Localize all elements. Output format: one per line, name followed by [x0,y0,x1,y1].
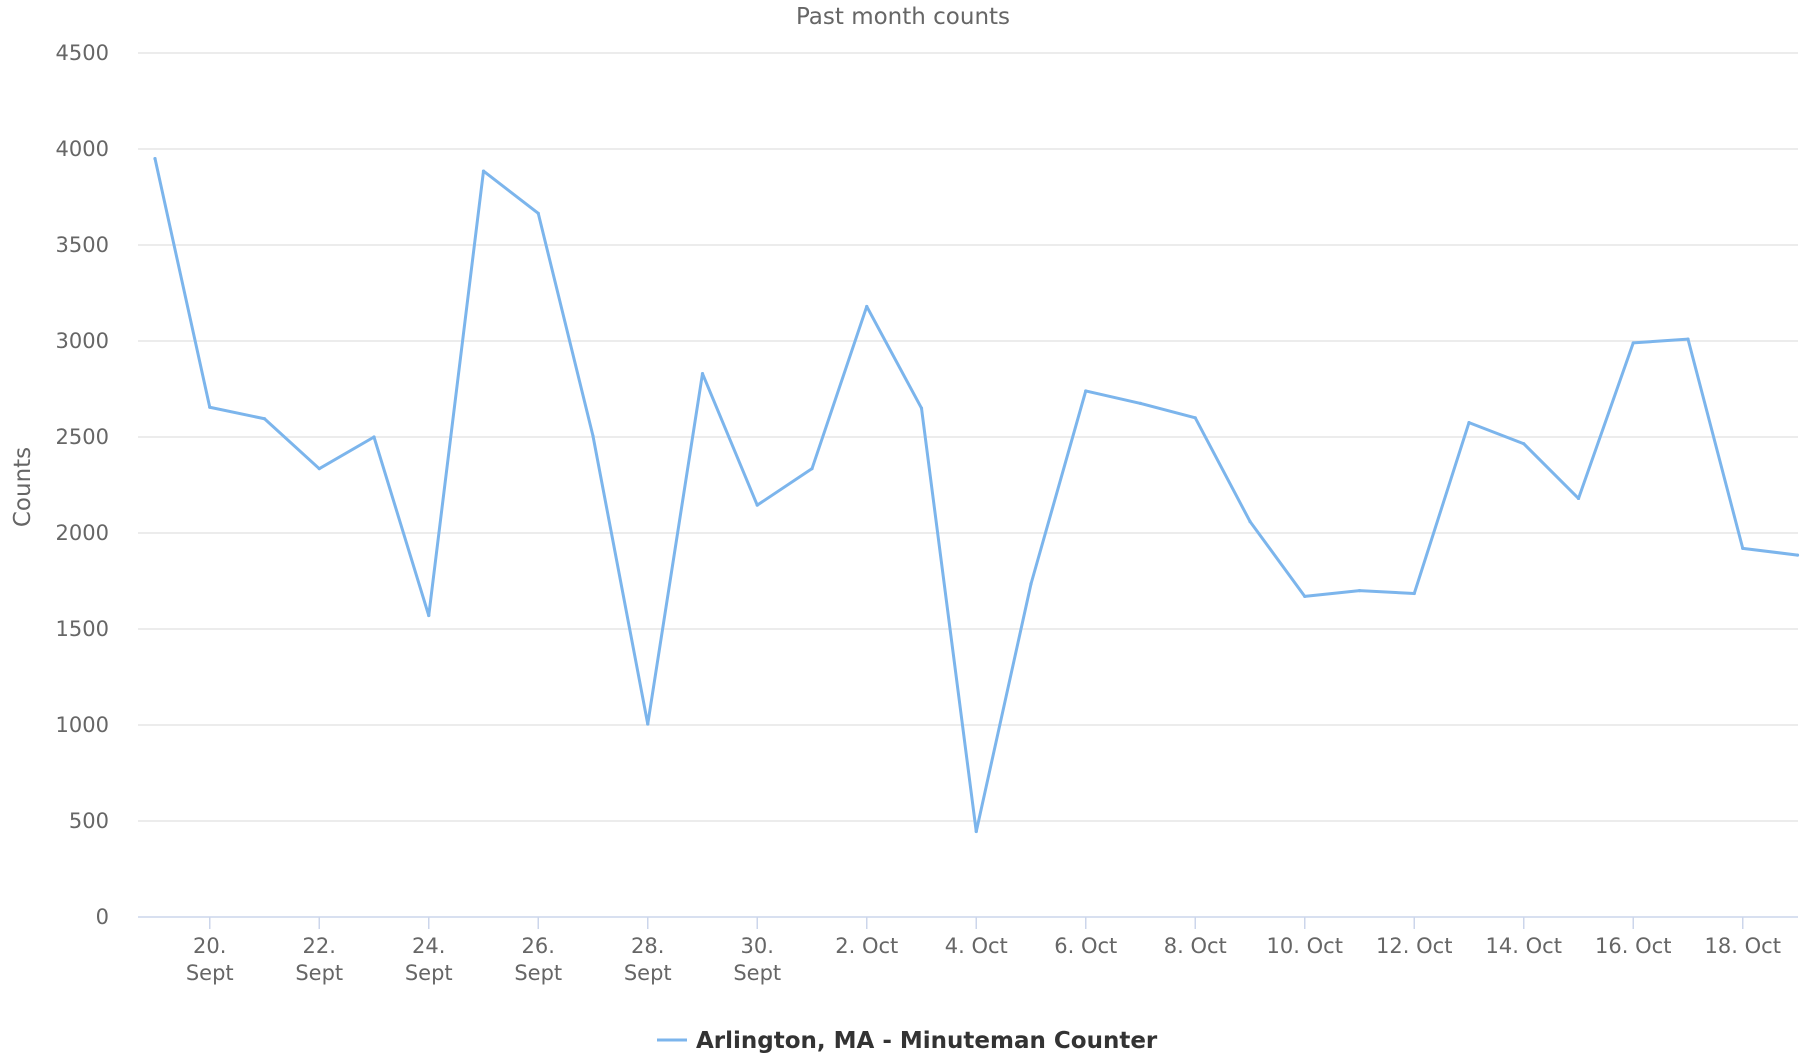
data-point[interactable] [317,467,321,471]
legend-label[interactable]: Arlington, MA - Minuteman Counter [696,1028,1158,1054]
x-tick-label: 28. Sept [624,934,672,985]
x-tick-label: 12. Oct [1376,934,1452,958]
data-point[interactable] [372,435,376,439]
data-point[interactable] [1686,337,1690,341]
data-point[interactable] [427,613,431,618]
x-tick-label: 16. Oct [1595,934,1671,958]
x-tick-label: 4. Oct [945,934,1008,958]
data-point[interactable] [1138,401,1143,405]
x-tick-label: 8. Oct [1164,934,1227,958]
data-point[interactable] [481,169,486,173]
data-point[interactable] [1084,389,1088,393]
gridlines [138,52,1798,822]
y-tick-label: 3000 [56,329,109,353]
data-point[interactable] [536,211,540,215]
data-point[interactable] [700,372,705,376]
data-point[interactable] [1029,582,1033,586]
data-point[interactable] [1631,341,1635,345]
data-point[interactable] [810,467,814,471]
series-line[interactable] [153,157,1799,834]
data-point[interactable] [1576,496,1581,501]
data-point[interactable] [1522,442,1526,446]
x-tick-label: 30. Sept [733,934,781,985]
data-point[interactable] [974,829,978,834]
data-point[interactable] [865,304,869,309]
data-point[interactable] [646,722,650,726]
y-tick-label: 4000 [56,137,109,161]
data-point[interactable] [1193,416,1197,420]
y-axis-ticks: 0 500 1000 1500 2000 2500 3000 3500 4000 4500 [56,41,109,929]
x-axis: 20. Sept 22. Sept 24. Sept 26. Sept 28. Sept 30. Se… [138,916,1798,985]
data-point[interactable] [1412,591,1416,596]
data-point[interactable] [919,406,924,410]
series-layer [153,157,1800,834]
chart-title: Past month counts [796,4,1010,30]
x-tick-label: 18. Oct [1705,934,1781,958]
data-point[interactable] [262,417,267,421]
y-axis-title: Counts [10,447,36,527]
y-tick-label: 4500 [56,41,109,65]
data-point[interactable] [755,503,759,507]
y-tick-label: 500 [69,809,109,833]
data-point[interactable] [1741,546,1745,550]
x-tick-label: 2. Oct [835,934,898,958]
x-tick-label: 20. Sept [186,934,234,985]
x-tick-label: 24. Sept [405,934,453,985]
data-point[interactable] [153,157,157,161]
x-tick-label: 6. Oct [1054,934,1117,958]
y-tick-label: 1000 [56,713,109,737]
y-tick-label: 3500 [56,233,109,257]
y-tick-label: 2000 [56,521,109,545]
data-point[interactable] [1467,421,1471,425]
data-point[interactable] [591,434,595,438]
data-point[interactable] [1795,553,1800,557]
x-tick-label: 22. Sept [295,934,343,985]
legend[interactable]: Arlington, MA - Minuteman Counter [657,1028,1158,1054]
x-tick-label: 14. Oct [1486,934,1562,958]
x-tick-label: 10. Oct [1267,934,1343,958]
y-tick-label: 1500 [56,617,109,641]
data-point[interactable] [1357,589,1362,593]
y-tick-label: 2500 [56,425,109,449]
data-point[interactable] [1248,519,1252,524]
y-tick-label: 0 [96,905,109,929]
x-tick-label: 26. Sept [514,934,562,985]
data-point[interactable] [1303,594,1307,598]
data-point[interactable] [208,405,212,409]
